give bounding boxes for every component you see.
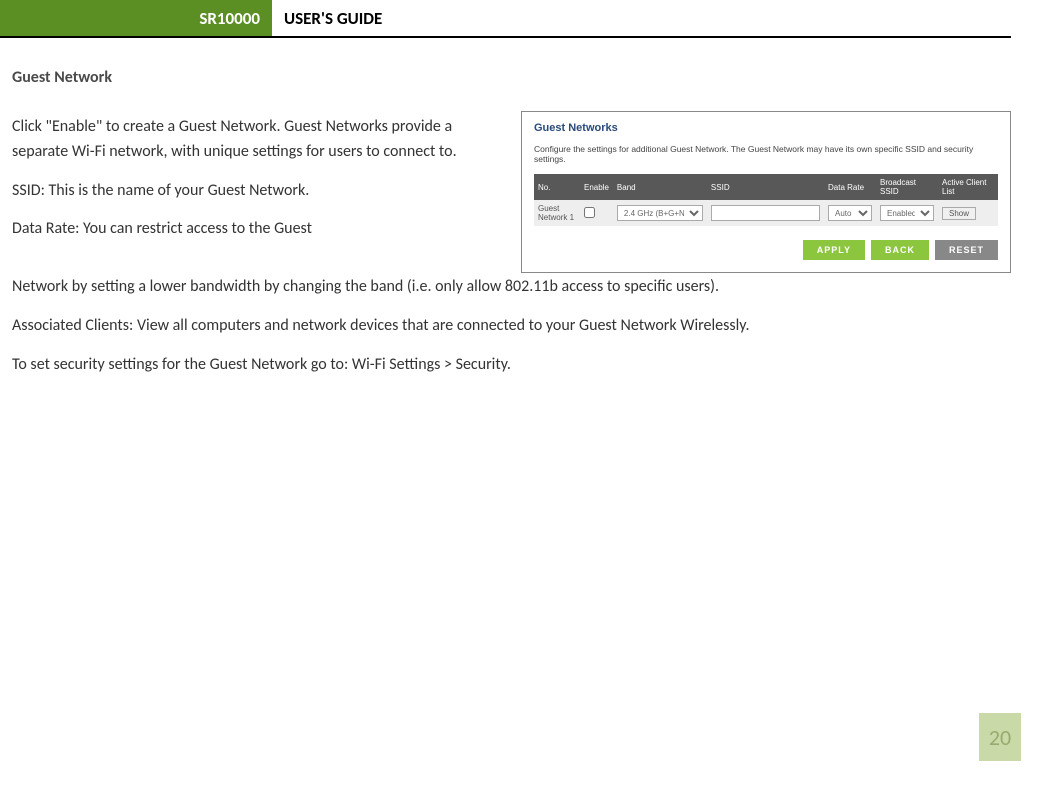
header-model: SR10000: [0, 0, 272, 36]
col-broadcast: Broadcast SSID: [876, 174, 938, 200]
embedded-screenshot: Guest Networks Configure the settings fo…: [521, 111, 1011, 273]
col-datarate: Data Rate: [824, 174, 876, 200]
paragraph-intro: Click "Enable" to create a Guest Network…: [12, 115, 501, 165]
col-active: Active Client List: [938, 174, 998, 200]
paragraph-datarate-b: Network by setting a lower bandwidth by …: [12, 275, 1011, 300]
col-ssid: SSID: [707, 174, 824, 200]
apply-button[interactable]: APPLY: [803, 240, 865, 260]
enable-checkbox[interactable]: [584, 207, 595, 218]
section-title: Guest Network: [12, 68, 1011, 87]
page-header: SR10000 USER'S GUIDE: [0, 0, 1011, 38]
ssid-input[interactable]: [711, 205, 820, 221]
datarate-select[interactable]: Auto: [828, 205, 872, 221]
band-select[interactable]: 2.4 GHz (B+G+N): [617, 205, 703, 221]
paragraph-security: To set security settings for the Guest N…: [12, 353, 1011, 378]
col-no: No.: [534, 174, 580, 200]
reset-button[interactable]: RESET: [935, 240, 998, 260]
col-band: Band: [613, 174, 707, 200]
table-row: Guest Network 1 2.4 GHz (B+G+N) Auto: [534, 200, 998, 226]
show-button[interactable]: Show: [942, 207, 976, 220]
paragraph-datarate-a: Data Rate: You can restrict access to th…: [12, 217, 501, 242]
page-number: 20: [979, 713, 1021, 761]
row-name: Guest Network 1: [534, 200, 580, 226]
paragraph-clients: Associated Clients: View all computers a…: [12, 314, 1011, 339]
screenshot-title: Guest Networks: [534, 122, 998, 134]
header-title: USER'S GUIDE: [272, 0, 382, 36]
col-enable: Enable: [580, 174, 613, 200]
broadcast-select[interactable]: Enabled: [880, 205, 934, 221]
back-button[interactable]: BACK: [871, 240, 929, 260]
paragraph-ssid: SSID: This is the name of your Guest Net…: [12, 179, 501, 204]
guest-network-table: No. Enable Band SSID Data Rate Broadcast…: [534, 174, 998, 226]
page-content: Guest Network Click "Enable" to create a…: [0, 38, 1041, 377]
screenshot-desc: Configure the settings for additional Gu…: [534, 144, 998, 164]
